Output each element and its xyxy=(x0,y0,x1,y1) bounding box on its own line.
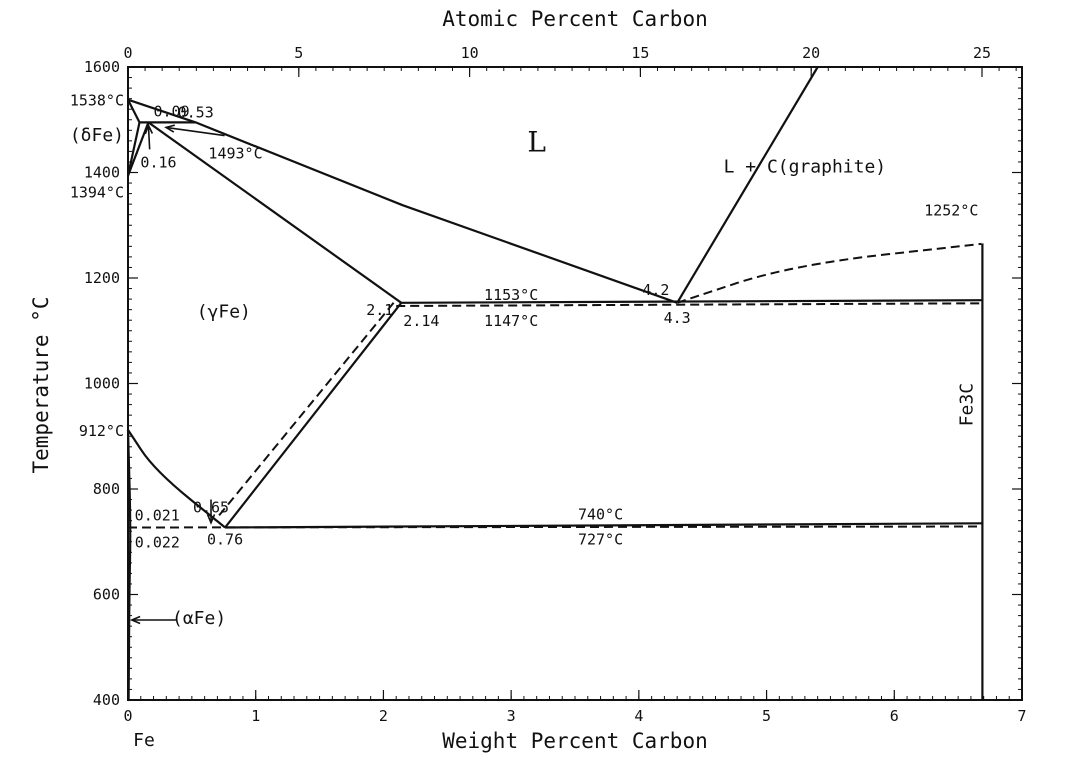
arrow-1493-head xyxy=(164,124,175,133)
annotation-label-14: 1153°C xyxy=(484,286,538,304)
annotation-label-16: (γFe) xyxy=(197,302,251,323)
annotation-label-3: (δFe) xyxy=(70,125,124,146)
annotation-label-5: 0.16 xyxy=(140,153,176,171)
y-tick-label-1: 600 xyxy=(93,586,120,604)
phase-boundary-line-10 xyxy=(401,299,983,304)
x-axis-title: Weight Percent Carbon xyxy=(442,729,708,753)
metastable-boundary-line-0 xyxy=(214,302,395,522)
annotation-label-18: 0.65 xyxy=(193,499,229,517)
annotation-label-17: 912°C xyxy=(79,422,124,440)
annotation-label-22: 740°C xyxy=(578,506,623,524)
annotation-label-25: Fe3C xyxy=(956,383,977,426)
arrow-0-16 xyxy=(147,125,151,150)
arrow-0-16-head xyxy=(144,123,154,135)
annotation-label-19: 0.021 xyxy=(135,507,180,525)
x2-tick-label-3: 15 xyxy=(631,44,649,62)
x-tick-label-6: 6 xyxy=(890,707,899,725)
annotation-label-6: 1394°C xyxy=(70,184,124,202)
phase-boundary-line-11 xyxy=(676,66,819,304)
annotation-labels-layer: 1538°C 0.090.53 (δFe) 1493°C 0.16 1394°C L L + … xyxy=(70,92,979,751)
annotation-label-12: 2.1 xyxy=(366,301,393,319)
phase-boundary-line-1 xyxy=(127,98,678,304)
x-tick-label-7: 7 xyxy=(1017,707,1026,725)
x2-tick-label-4: 20 xyxy=(802,44,820,62)
arrow-1493 xyxy=(165,126,225,137)
x2-tick-label-1: 5 xyxy=(294,44,303,62)
annotation-label-4: 1493°C xyxy=(208,144,262,162)
x2-axis-title: Atomic Percent Carbon xyxy=(442,7,708,31)
annotation-label-2: 0.53 xyxy=(178,103,214,121)
phase-boundary-line-5 xyxy=(147,121,402,304)
annotation-arrows-layer xyxy=(129,123,225,625)
annotation-label-9: 1252°C xyxy=(924,202,978,220)
phase-boundary-line-0 xyxy=(127,99,141,123)
y-tick-label-5: 1400 xyxy=(84,164,120,182)
y-tick-label-2: 800 xyxy=(93,480,120,498)
x2-tick-label-2: 10 xyxy=(461,44,479,62)
annotation-label-1: 0.09 xyxy=(153,102,189,120)
x-tick-label-2: 2 xyxy=(379,707,388,725)
annotation-label-26: Fe xyxy=(133,730,155,751)
annotation-label-10: 4.2 xyxy=(642,281,669,299)
x-tick-label-0: 0 xyxy=(123,707,132,725)
x-tick-label-3: 3 xyxy=(507,707,516,725)
annotation-label-23: 727°C xyxy=(578,531,623,549)
phase-boundary-line-8 xyxy=(126,429,132,702)
annotation-label-15: 1147°C xyxy=(484,312,538,330)
annotation-label-24: (αFe) xyxy=(172,608,226,629)
x-tick-label-5: 5 xyxy=(762,707,771,725)
phase-boundary-line-3 xyxy=(126,122,150,177)
annotation-label-0: 1538°C xyxy=(70,92,124,110)
y-tick-label-0: 400 xyxy=(93,691,120,709)
y-tick-label-6: 1600 xyxy=(84,58,120,76)
metastable-boundary-line-3 xyxy=(676,242,984,304)
phase-boundary-line-6 xyxy=(224,302,403,529)
metastable-boundary-line-2 xyxy=(127,525,983,529)
arrow-alpha-fe-head xyxy=(129,615,141,625)
axis-ticks-layer: 0 1 2 3 4 5 6 7 0 5 10 15 20 25 400 600 800 1000 1200 1400 1… xyxy=(84,44,1027,725)
x-tick-label-4: 4 xyxy=(634,707,643,725)
x2-tick-label-0: 0 xyxy=(123,44,132,62)
annotation-label-7: L xyxy=(527,125,546,158)
y-tick-label-4: 1200 xyxy=(84,269,120,287)
y-tick-label-3: 1000 xyxy=(84,375,120,393)
y-axis-title: Temperature °C xyxy=(29,296,53,473)
annotation-label-8: L + C(graphite) xyxy=(724,157,887,178)
x-tick-label-1: 1 xyxy=(251,707,260,725)
annotation-label-11: 4.3 xyxy=(664,309,691,327)
annotation-label-21: 0.76 xyxy=(207,531,243,549)
annotation-label-13: 2.14 xyxy=(403,312,439,330)
x2-tick-label-5: 25 xyxy=(973,44,991,62)
phase-boundary-line-2 xyxy=(126,122,141,176)
annotation-label-20: 0.022 xyxy=(135,534,180,552)
arrow-0-65-head xyxy=(206,514,216,525)
phase-boundary-line-9 xyxy=(225,522,983,529)
phase-boundaries-layer xyxy=(126,66,984,702)
